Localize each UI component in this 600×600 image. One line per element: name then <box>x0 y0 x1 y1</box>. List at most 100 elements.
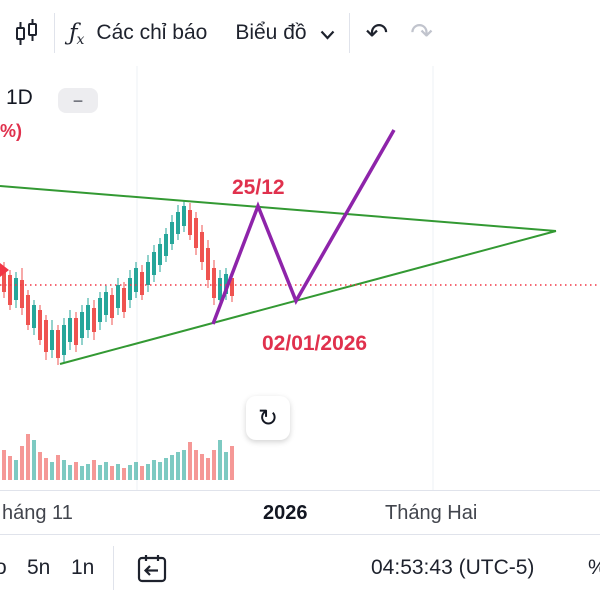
volume-bar <box>20 446 24 480</box>
volume-bar <box>50 462 54 480</box>
projection-path[interactable] <box>211 129 396 325</box>
volume-bar <box>74 462 78 480</box>
volume-bar <box>218 440 222 480</box>
toolbar-divider <box>348 13 350 53</box>
volume-bar <box>128 465 132 480</box>
candle-body <box>218 278 222 300</box>
volume-bar <box>122 468 126 480</box>
timeframe-button-1y[interactable]: 1n <box>71 556 95 579</box>
candle-body <box>92 308 96 332</box>
candle-body <box>50 330 54 350</box>
price-marker-arrow <box>0 263 9 277</box>
volume-bar <box>152 460 156 480</box>
triangle-lower-trendline[interactable] <box>59 230 557 365</box>
top-toolbar: ƒx Các chỉ báo Biểu đồ ↶ ↷ <box>0 0 600 67</box>
chart-area[interactable]: 1D − %) 25/12 02/01/2026 ↻ <box>0 66 600 490</box>
chart-menu-label: Biểu đồ <box>235 21 307 44</box>
volume-bar <box>200 454 204 480</box>
volume-bar <box>212 450 216 480</box>
volume-bar <box>182 450 186 480</box>
candle-body <box>8 275 12 305</box>
candle-body <box>26 295 30 325</box>
timeframe-label: 1D <box>6 86 33 109</box>
candle-body <box>206 248 210 280</box>
volume-bar <box>110 466 114 480</box>
timeframe-button-partial[interactable]: o <box>0 556 7 579</box>
collapse-legend-button[interactable]: − <box>58 88 98 113</box>
volume-bar <box>164 458 168 480</box>
refresh-icon: ↻ <box>257 404 279 432</box>
indicators-button[interactable]: ƒx Các chỉ báo <box>55 0 221 66</box>
volume-bar <box>2 450 6 480</box>
price-chart-svg[interactable] <box>0 66 600 490</box>
calendar-goto-icon <box>137 555 167 583</box>
axis-label-month-left: háng 11 <box>2 501 73 524</box>
volume-bar <box>44 458 48 480</box>
candle-body <box>86 305 90 330</box>
candle-body <box>56 330 60 358</box>
volume-bar <box>38 452 42 480</box>
volume-bar <box>116 464 120 480</box>
volume-bar <box>230 446 234 480</box>
refresh-button[interactable]: ↻ <box>246 396 290 440</box>
candle-body <box>176 212 180 234</box>
candle-body <box>194 218 198 248</box>
candle-body <box>188 210 192 235</box>
volume-bar <box>170 455 174 480</box>
chart-menu-button[interactable]: Biểu đồ <box>221 0 348 66</box>
candle-body <box>80 312 84 338</box>
time-axis[interactable]: háng 11 2026 Tháng Hai <box>0 490 600 535</box>
undo-icon: ↶ <box>365 17 389 49</box>
volume-bar <box>146 464 150 480</box>
annotation-trough-date[interactable]: 02/01/2026 <box>262 332 368 355</box>
indicators-label: Các chỉ báo <box>96 21 208 44</box>
candle-body <box>212 268 216 298</box>
volume-bar <box>158 462 162 480</box>
volume-bar <box>98 465 102 480</box>
triangle-upper-trendline[interactable] <box>0 185 557 232</box>
volume-bar <box>134 462 138 480</box>
timeframe-button-5d[interactable]: 5n <box>27 556 51 579</box>
volume-bar <box>206 458 210 480</box>
candle-body <box>2 268 6 292</box>
candle-body <box>110 295 114 318</box>
redo-button[interactable]: ↷ <box>404 20 449 47</box>
toolbar-divider <box>54 13 55 53</box>
candle-body <box>20 280 24 308</box>
axis-label-month-right: Tháng Hai <box>385 501 478 524</box>
volume-bar <box>104 462 108 480</box>
toolbar-divider <box>113 546 114 590</box>
candle-body <box>14 278 18 300</box>
candle-body <box>170 222 174 244</box>
candle-body <box>128 278 132 300</box>
volume-bar <box>56 455 60 480</box>
annotation-peak-date[interactable]: 25/12 <box>232 176 285 199</box>
minus-icon: − <box>72 90 84 111</box>
go-to-date-button[interactable] <box>136 535 168 600</box>
chevron-down-icon <box>320 30 334 40</box>
session-clock: 04:53:43 (UTC-5) <box>371 556 535 579</box>
fx-icon: ƒx <box>69 20 85 48</box>
candle-body <box>122 288 126 312</box>
chart-style-button[interactable] <box>0 0 54 66</box>
redo-icon: ↷ <box>410 17 433 49</box>
volume-bar <box>80 466 84 480</box>
volume-bar <box>176 452 180 480</box>
candle-body <box>146 262 150 285</box>
volume-bar <box>86 464 90 480</box>
volume-bar <box>92 460 96 480</box>
bottom-toolbar: o 5n 1n 04:53:43 (UTC-5) % <box>0 534 600 600</box>
candle-body <box>98 298 102 322</box>
candle-body <box>200 232 204 262</box>
candle-body <box>164 234 168 256</box>
candle-body <box>224 274 228 294</box>
candle-body <box>38 310 42 340</box>
axis-label-year: 2026 <box>263 501 308 524</box>
candle-body <box>182 206 186 226</box>
undo-button[interactable]: ↶ <box>350 20 405 47</box>
percent-scale-partial[interactable]: % <box>588 535 600 600</box>
candle-body <box>32 305 36 328</box>
volume-bar <box>8 456 12 480</box>
volume-bar <box>14 460 18 480</box>
